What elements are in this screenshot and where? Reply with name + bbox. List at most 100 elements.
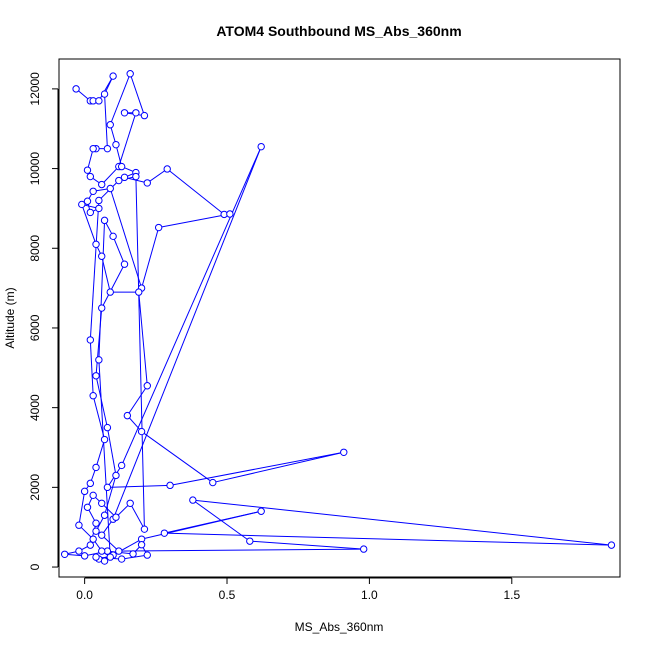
data-point	[100, 435, 109, 444]
data-point	[117, 461, 126, 470]
data-point	[86, 172, 95, 181]
data-point	[103, 144, 112, 153]
data-point	[137, 541, 146, 549]
data-point	[72, 85, 80, 93]
data-point	[92, 553, 100, 561]
data-point	[100, 511, 109, 519]
data-point	[98, 180, 106, 189]
series-points	[60, 70, 616, 565]
data-point	[89, 187, 97, 195]
data-point	[360, 545, 368, 553]
data-point	[137, 427, 146, 436]
x-axis-label: MS_Abs_360nm	[295, 620, 384, 634]
data-point	[123, 411, 132, 420]
data-point	[83, 503, 92, 511]
data-point	[140, 525, 149, 533]
data-point	[129, 550, 137, 558]
data-point	[89, 144, 97, 153]
series-segment	[98, 220, 106, 360]
data-point	[257, 142, 265, 151]
series-segment	[192, 499, 612, 546]
series-segment	[101, 166, 120, 185]
series-segment	[118, 548, 364, 552]
series-segment	[169, 451, 344, 486]
series-segment	[101, 263, 125, 309]
data-point	[189, 496, 197, 504]
data-point	[95, 356, 103, 364]
data-point	[75, 521, 83, 529]
series-segment	[109, 73, 131, 125]
series-segment	[121, 146, 262, 466]
series-segment	[135, 176, 145, 530]
series-segment	[118, 112, 137, 167]
data-point	[209, 478, 217, 487]
data-point	[98, 499, 106, 507]
data-point	[112, 471, 120, 480]
series-segment	[141, 431, 214, 483]
data-point	[86, 479, 95, 488]
data-point	[226, 210, 234, 218]
chart-title: ATOM4 Southbound MS_Abs_360nm	[216, 23, 461, 39]
y-tick-label: 6000	[28, 314, 42, 341]
data-point	[126, 499, 134, 507]
y-tick-label: 2000	[28, 474, 42, 501]
series-segment	[126, 385, 148, 416]
data-point	[83, 166, 92, 174]
y-tick-label: 4000	[28, 394, 42, 421]
data-point	[92, 240, 100, 248]
data-point	[160, 529, 169, 537]
data-point	[89, 535, 97, 543]
data-point	[143, 382, 151, 390]
data-point	[95, 97, 103, 105]
data-point	[83, 197, 92, 205]
data-point	[109, 72, 117, 80]
data-point	[109, 232, 117, 241]
data-point	[120, 260, 129, 268]
series-segment	[89, 200, 100, 340]
y-axis: 0 2000 4000 6000 8000 10000 12000	[28, 72, 59, 570]
series-segment	[101, 534, 120, 552]
series-segment	[78, 491, 86, 526]
data-point	[115, 176, 123, 185]
series-segment	[95, 307, 103, 376]
series-segment	[158, 213, 230, 229]
data-point	[100, 90, 109, 98]
series-segment	[166, 168, 225, 215]
data-point	[92, 372, 100, 380]
data-point	[246, 537, 254, 545]
data-point	[75, 547, 83, 555]
data-point	[120, 173, 129, 182]
data-point	[98, 547, 106, 555]
data-point	[98, 252, 106, 260]
data-point	[143, 551, 151, 559]
y-axis-label: Altitude (m)	[3, 287, 17, 348]
data-point	[163, 165, 171, 173]
data-point	[112, 140, 120, 149]
series-segment	[106, 427, 117, 476]
x-tick-label: 1.5	[503, 588, 520, 602]
data-point	[117, 162, 126, 171]
data-point	[154, 223, 163, 232]
x-tick-label: 0.5	[219, 588, 236, 602]
x-axis: 0.0 0.5 1.0 1.5	[76, 577, 520, 602]
data-point	[98, 531, 106, 539]
series-segment	[95, 439, 106, 468]
data-point	[132, 172, 140, 181]
data-point	[257, 507, 265, 515]
series-segment	[112, 236, 125, 265]
data-point	[103, 423, 112, 432]
series-segment	[104, 475, 117, 516]
series-segment	[89, 339, 94, 396]
data-point	[112, 513, 120, 521]
y-tick-label: 8000	[28, 235, 42, 262]
data-point	[100, 557, 109, 565]
data-point	[103, 483, 112, 492]
data-point	[92, 519, 100, 527]
y-tick-label: 12000	[28, 72, 42, 106]
data-point	[143, 179, 151, 187]
series-segment	[115, 144, 123, 167]
data-point	[80, 552, 89, 560]
data-point	[86, 336, 95, 344]
series-segment	[164, 532, 612, 546]
